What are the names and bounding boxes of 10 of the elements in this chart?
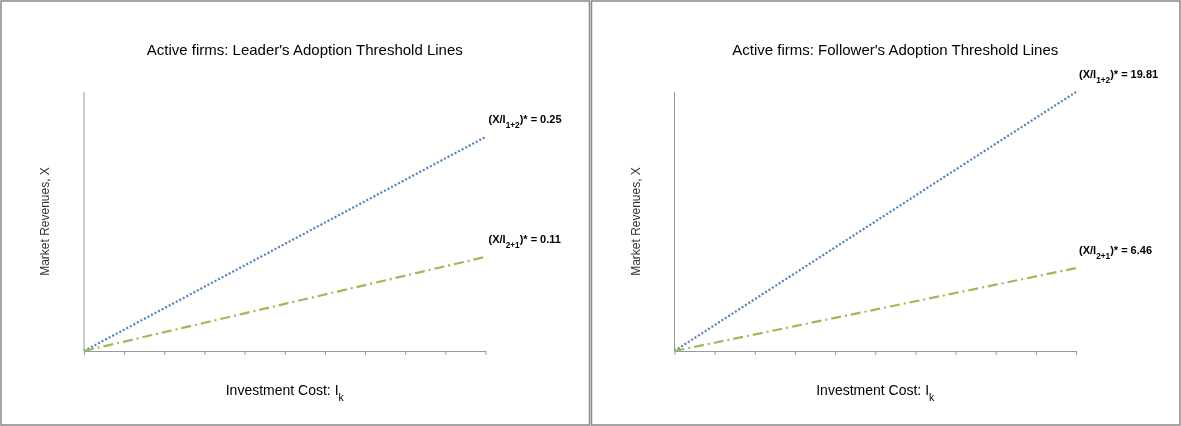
text: (X/I$_{2+1}$)* = 0.11	[488, 232, 561, 250]
text: (X/I$_{1+2}$)* = 0.25	[488, 113, 562, 130]
x-axis-title: Investment Cost: I$_{k}$	[816, 382, 936, 403]
y-axis-title: Market Revenues, X	[38, 167, 52, 276]
x-axis-title: Investment Cost: I$_{k}$	[225, 382, 345, 403]
chart-title: Active firms: Leader's Adoption Threshold Lines	[146, 41, 463, 58]
text: (X/I$_{2+1}$)* = 6.46	[1079, 244, 1153, 261]
text: (X/I$_{1+2}$)* = 19.81	[1079, 68, 1159, 85]
y-axis-title: Market Revenues, X	[628, 167, 643, 276]
chart-title: Active firms: Follower's Adoption Threshold Lines	[732, 41, 1059, 58]
